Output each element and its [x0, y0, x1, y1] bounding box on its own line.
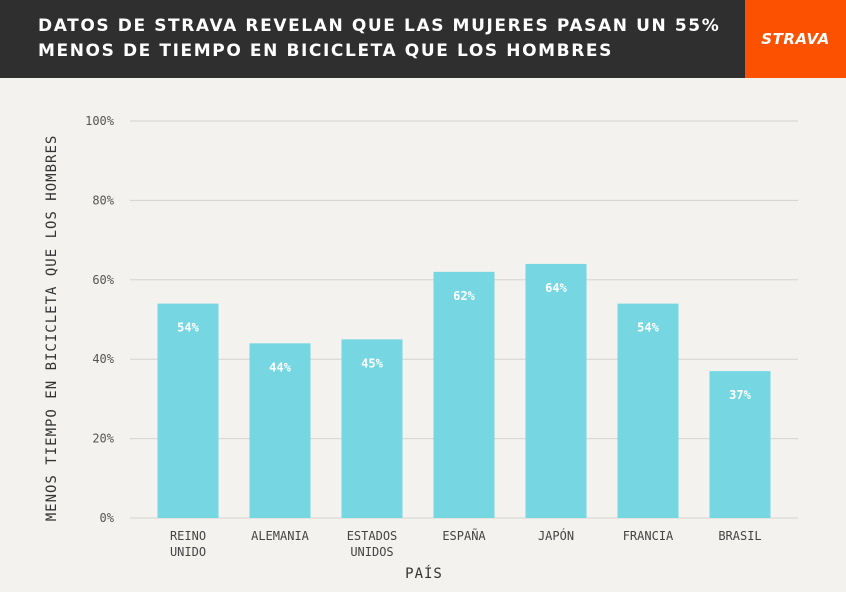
y-tick-label: 0%	[100, 511, 115, 525]
bars	[157, 263, 771, 518]
category-label: ALEMANIA	[251, 529, 310, 543]
bar	[341, 339, 403, 518]
y-tick-label: 80%	[92, 193, 114, 207]
bar-value-label: 64%	[545, 281, 567, 295]
category-label: JAPÓN	[538, 528, 574, 543]
y-tick-labels: 0% 20% 40% 60% 80% 100%	[85, 114, 115, 525]
category-labels: REINO UNIDO ALEMANIA ESTADOS UNIDOS ESPAÑA JAP…	[170, 528, 762, 559]
strava-logo: STRAVA	[745, 0, 846, 78]
y-tick-label: 60%	[92, 273, 114, 287]
bar-value-label: 45%	[361, 356, 383, 370]
bar-value-label: 54%	[177, 321, 199, 335]
value-labels: 54% 44% 45% 62% 64% 54% 37%	[177, 281, 751, 402]
category-label: FRANCIA	[623, 529, 674, 543]
bar	[709, 371, 771, 518]
bar	[525, 263, 587, 518]
bar-value-label: 54%	[637, 321, 659, 335]
bar	[249, 343, 311, 518]
chart-title: DATOS DE STRAVA REVELAN QUE LAS MUJERES …	[38, 16, 721, 61]
y-tick-label: 40%	[92, 352, 114, 366]
category-label: REINO UNIDO	[170, 529, 206, 559]
bar-value-label: 44%	[269, 360, 291, 374]
brand-text: STRAVA	[761, 30, 830, 48]
y-tick-label: 20%	[92, 432, 114, 446]
x-axis-label: PAÍS	[405, 565, 443, 582]
y-tick-label: 100%	[85, 114, 115, 128]
category-label: BRASIL	[718, 529, 761, 543]
category-label: ESTADOS UNIDOS	[347, 529, 398, 559]
bar-chart: 0% 20% 40% 60% 80% 100% 54% 44% 45% 62% 64% 54% 37%…	[44, 114, 798, 582]
header-bar: DATOS DE STRAVA REVELAN QUE LAS MUJERES …	[0, 0, 846, 78]
bar-value-label: 62%	[453, 289, 475, 303]
category-label: ESPAÑA	[442, 528, 486, 543]
bar	[157, 303, 219, 518]
bar	[617, 303, 679, 518]
bar	[433, 271, 495, 518]
bar-value-label: 37%	[729, 388, 751, 402]
y-axis-label: MENOS TIEMPO EN BICICLETA QUE LOS HOMBRE…	[44, 135, 60, 522]
